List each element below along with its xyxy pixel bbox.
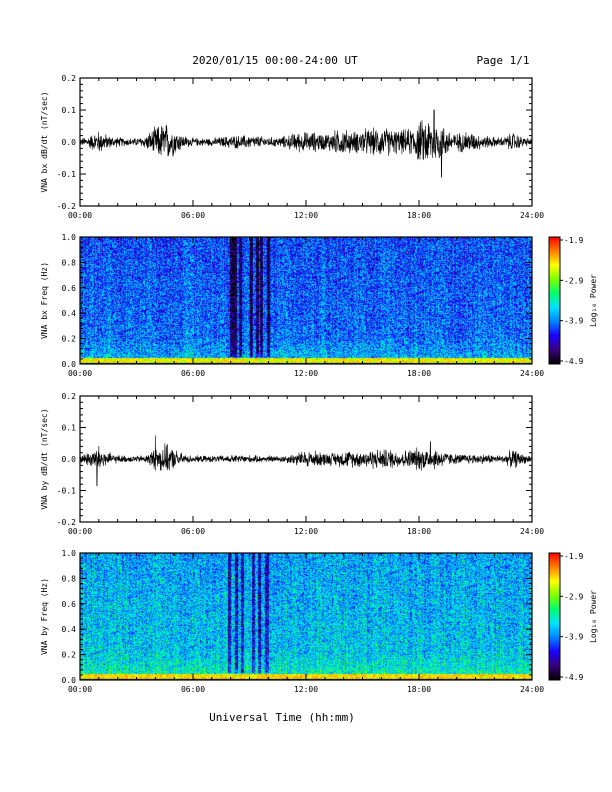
figure-title: 2020/01/15 00:00-24:00 UT (192, 54, 358, 67)
x-tick-label: 06:00 (181, 527, 205, 536)
panels-layer: -0.2 -0.1 0.0 0.1 0.2 VNA bx dB/dt (nT/sec) 00… (40, 74, 598, 694)
x-tick-label: 00:00 (68, 685, 92, 694)
x-tick-label: 24:00 (520, 685, 544, 694)
signal-trace-3 (79, 435, 533, 487)
y-tick-label: 0.0 (62, 676, 77, 685)
y-tick-label: 0.2 (62, 392, 77, 401)
colorbar-tick-label: -3.9 (564, 317, 583, 326)
x-tick-label: 06:00 (181, 369, 205, 378)
x-axis-2: 00:00 06:00 12:00 18:00 24:00 (68, 237, 544, 378)
signal-trace-1 (79, 109, 533, 178)
x-tick-label: 12:00 (294, 369, 318, 378)
colorbar-tick-label: -3.9 (564, 633, 583, 642)
colorbar-bar (548, 552, 561, 681)
y-tick-label: 0.0 (62, 455, 77, 464)
x-axis-3: 00:00 06:00 12:00 18:00 24:00 (68, 396, 544, 536)
colorbar-tick-label: -2.9 (564, 592, 583, 601)
y-tick-label: 0.1 (62, 424, 77, 433)
y-tick-label: -0.1 (57, 170, 76, 179)
y-tick-label: 1.0 (62, 549, 77, 558)
colorbar-label: Log₁₀ Power (589, 590, 598, 643)
x-tick-label: 24:00 (520, 211, 544, 220)
spectrogram-4 (80, 553, 532, 680)
y-tick-label: 0.8 (62, 574, 77, 583)
colorbar-tick-label: -1.9 (564, 236, 583, 245)
colorbar-4: -1.9 -2.9 -3.9 -4.9 Log₁₀ Power (548, 552, 598, 682)
x-tick-label: 24:00 (520, 369, 544, 378)
y-tick-label: -0.1 (57, 487, 76, 496)
y-tick-label: 0.2 (62, 335, 77, 344)
y-axis-label: VNA bx Freq (Hz) (40, 262, 49, 339)
y-tick-label: 1.0 (62, 233, 77, 242)
y-tick-label: -0.2 (57, 202, 76, 211)
colorbar-tick-label: -4.9 (564, 673, 583, 682)
x-tick-label: 12:00 (294, 527, 318, 536)
x-tick-label: 00:00 (68, 211, 92, 220)
y-axis-label: VNA by dB/dt (nT/sec) (40, 408, 49, 509)
y-axis-3: -0.2 -0.1 0.0 0.1 0.2 VNA by dB/dt (nT/sec) (40, 392, 532, 527)
y-axis-2: 0.0 0.2 0.4 0.6 0.8 1.0 VNA bx Freq (Hz) (40, 233, 532, 369)
y-tick-label: -0.2 (57, 518, 76, 527)
x-axis-4: 00:00 06:00 12:00 18:00 24:00 (68, 553, 544, 694)
x-tick-label: 06:00 (181, 685, 205, 694)
x-tick-label: 18:00 (407, 369, 431, 378)
colorbar-2: -1.9 -2.9 -3.9 -4.9 Log₁₀ Power (548, 236, 598, 366)
y-tick-label: 0.2 (62, 74, 77, 83)
y-axis-1: -0.2 -0.1 0.0 0.1 0.2 VNA bx dB/dt (nT/sec) (40, 74, 532, 211)
x-tick-label: 18:00 (407, 527, 431, 536)
x-axis-1: 00:00 06:00 12:00 18:00 24:00 (68, 78, 544, 220)
y-tick-label: 0.2 (62, 651, 77, 660)
y-tick-label: 0.0 (62, 138, 77, 147)
spectrogram-2 (80, 237, 532, 364)
y-tick-label: 0.0 (62, 360, 77, 369)
colorbar-tick-label: -4.9 (564, 357, 583, 366)
y-tick-label: 0.6 (62, 284, 77, 293)
spectrogram-canvas (80, 553, 532, 680)
page-indicator: Page 1/1 (477, 54, 530, 67)
x-tick-label: 12:00 (294, 211, 318, 220)
y-tick-label: 0.4 (62, 625, 77, 634)
y-tick-label: 0.8 (62, 258, 77, 267)
colorbar-tick-label: -2.9 (564, 276, 583, 285)
colorbar-label: Log₁₀ Power (589, 274, 598, 327)
spectrogram-canvas (80, 237, 532, 364)
y-tick-label: 0.1 (62, 106, 77, 115)
x-tick-label: 06:00 (181, 211, 205, 220)
x-tick-label: 18:00 (407, 685, 431, 694)
y-axis-4: 0.0 0.2 0.4 0.6 0.8 1.0 VNA by Freq (Hz) (40, 549, 532, 685)
x-tick-label: 00:00 (68, 369, 92, 378)
x-tick-label: 12:00 (294, 685, 318, 694)
colorbar-tick-label: -1.9 (564, 552, 583, 561)
x-tick-label: 18:00 (407, 211, 431, 220)
x-axis-label: Universal Time (hh:mm) (209, 711, 355, 724)
y-axis-label: VNA by Freq (Hz) (40, 578, 49, 655)
x-tick-label: 00:00 (68, 527, 92, 536)
y-tick-label: 0.6 (62, 600, 77, 609)
y-tick-label: 0.4 (62, 309, 77, 318)
x-tick-label: 24:00 (520, 527, 544, 536)
colorbar-bar (548, 236, 561, 365)
y-axis-label: VNA bx dB/dt (nT/sec) (40, 91, 49, 192)
